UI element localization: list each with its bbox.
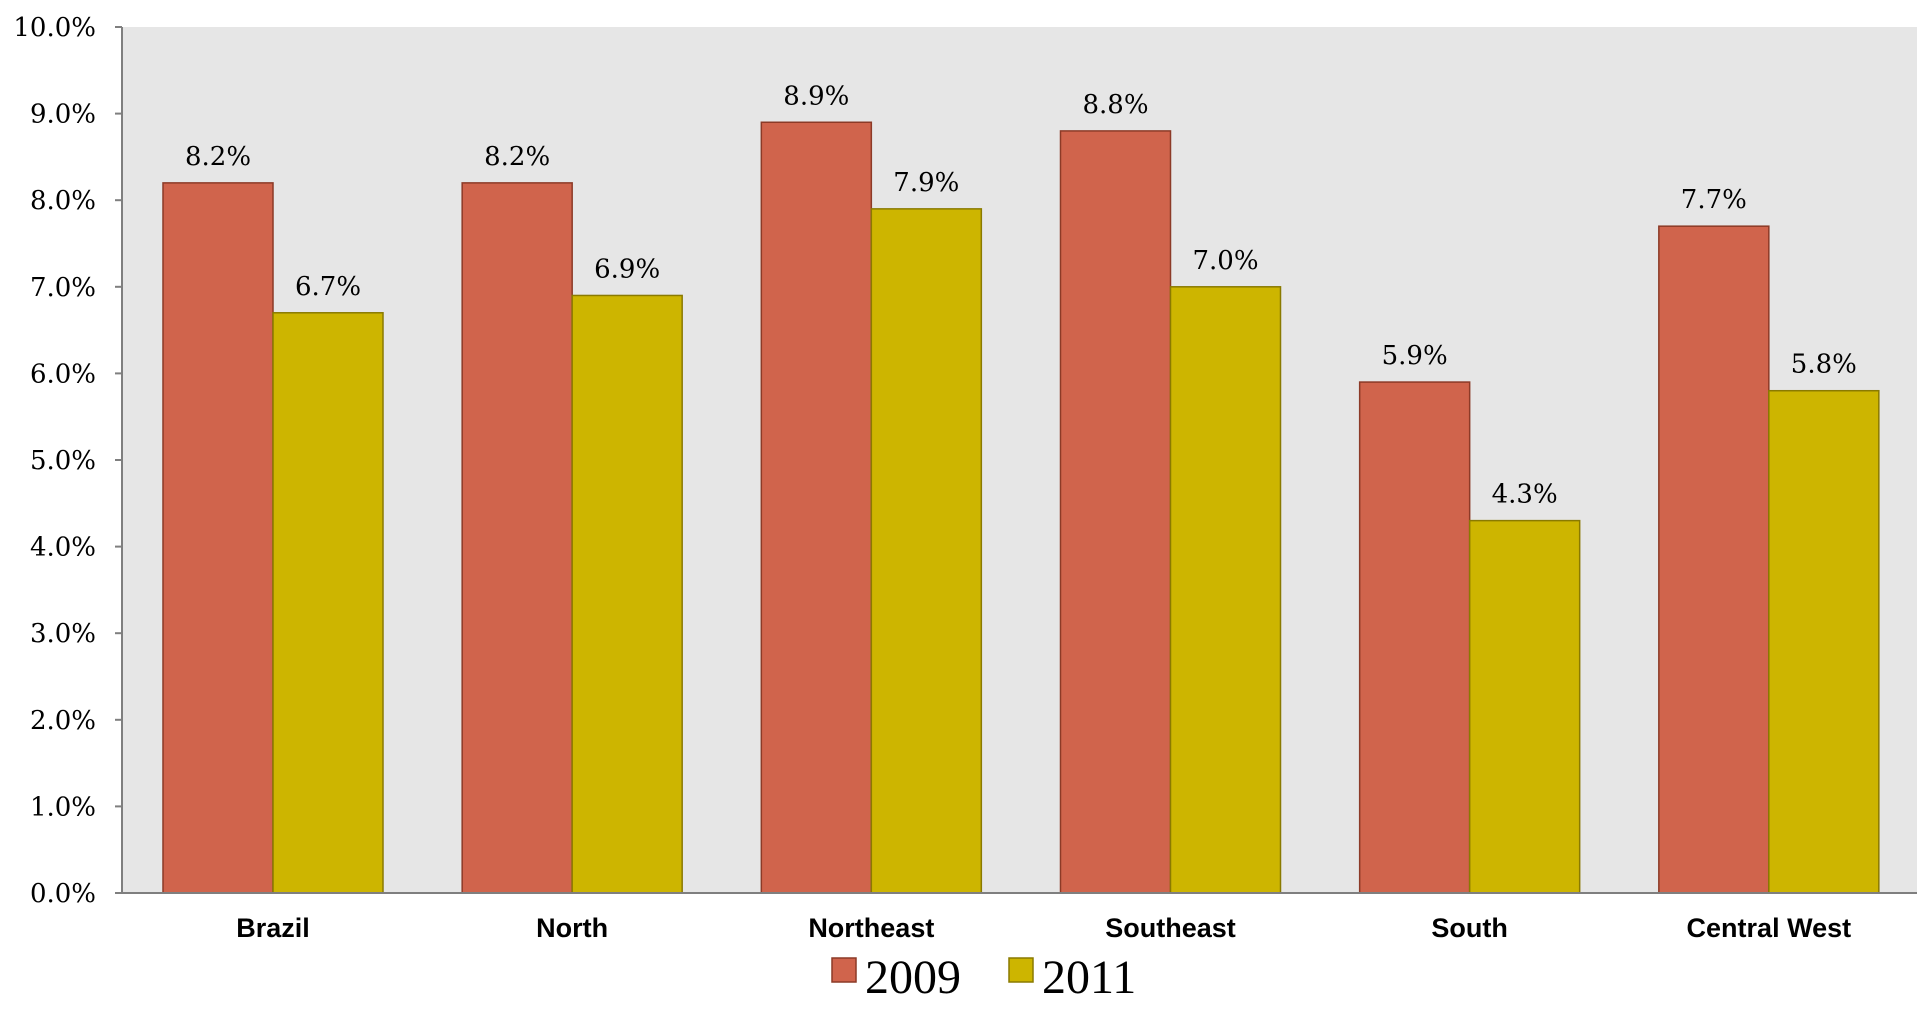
y-tick-label: 10.0% — [13, 13, 96, 43]
data-label-2009-south: 5.9% — [1382, 341, 1448, 371]
x-category-label: Southeast — [1105, 913, 1236, 943]
x-category-label: Brazil — [236, 913, 310, 943]
data-label-2009-southeast: 8.8% — [1082, 90, 1148, 120]
plot-area — [122, 27, 1917, 893]
legend-label-2009: 2009 — [865, 951, 961, 1004]
data-label-2009-brazil: 8.2% — [185, 142, 251, 172]
data-label-2009-north: 8.2% — [484, 142, 550, 172]
y-tick-label: 1.0% — [30, 792, 96, 822]
data-label-2011-northeast: 7.9% — [893, 168, 959, 198]
bars-group — [162, 121, 1880, 894]
legend: 2009 2011 — [831, 951, 1136, 1004]
bar-2009-north — [461, 182, 573, 894]
y-tick-label: 8.0% — [30, 186, 96, 216]
y-tick-label: 3.0% — [30, 619, 96, 649]
bar-2009-southeast — [1059, 130, 1172, 894]
bar-2011-southeast — [1169, 286, 1282, 894]
x-category-label: Central West — [1687, 913, 1852, 943]
y-tick-label: 6.0% — [30, 359, 96, 389]
bar-2009-south — [1358, 381, 1471, 894]
data-label-2009-central-west: 7.7% — [1681, 185, 1747, 215]
y-tick-label: 0.0% — [30, 879, 96, 909]
bar-2009-brazil — [162, 182, 274, 894]
bar-2011-north — [571, 294, 683, 894]
data-label-2011-south: 4.3% — [1492, 480, 1558, 510]
bar-2011-central-west — [1768, 389, 1880, 894]
x-category-label: North — [536, 913, 608, 943]
x-category-label: Northeast — [808, 913, 934, 943]
y-tick-label: 9.0% — [30, 100, 96, 130]
data-label-2011-brazil: 6.7% — [295, 272, 361, 302]
bar-2011-brazil — [272, 312, 384, 894]
y-tick-label: 2.0% — [30, 706, 96, 736]
y-tick-label: 4.0% — [30, 533, 96, 563]
legend-swatch-2011 — [1008, 957, 1034, 983]
data-label-2011-central-west: 5.8% — [1791, 350, 1857, 380]
bar-2011-northeast — [870, 208, 983, 894]
x-axis-category-labels: Brazil North Northeast Southeast South Centra… — [236, 913, 1851, 943]
legend-label-2011: 2011 — [1042, 951, 1136, 1004]
legend-swatch-2009 — [831, 957, 857, 983]
data-label-2011-southeast: 7.0% — [1192, 246, 1258, 276]
y-tick-label: 7.0% — [30, 273, 96, 303]
data-labels-group: 8.2% 6.7% 8.2% 6.9% 8.9% 7.9% 8.8% 7.0% 5.9% 4.3%… — [185, 81, 1857, 509]
bar-2009-central-west — [1658, 225, 1770, 894]
data-label-2009-northeast: 8.9% — [783, 81, 849, 111]
data-label-2011-north: 6.9% — [594, 254, 660, 284]
x-category-label: South — [1431, 913, 1507, 943]
bar-2009-northeast — [760, 121, 873, 894]
bar-2011-south — [1468, 519, 1581, 894]
y-axis-ticks: 0.0% 1.0% 2.0% 3.0% 4.0% 5.0% 6.0% 7.0% 8.0% 9.0%… — [13, 13, 122, 909]
y-tick-label: 5.0% — [30, 446, 96, 476]
